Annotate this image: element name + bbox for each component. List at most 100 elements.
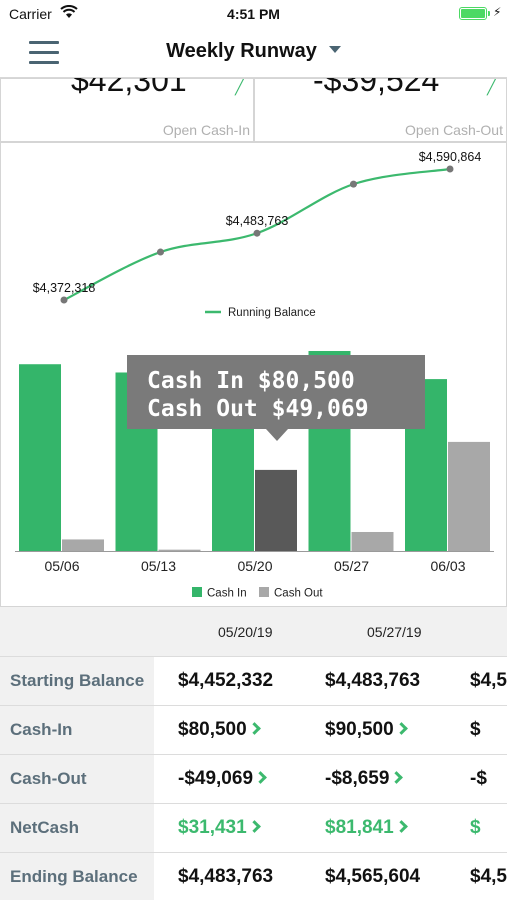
- cell-value: $: [470, 817, 481, 838]
- table-cell[interactable]: -$49,069: [178, 755, 267, 804]
- table-cell: $4,483,763: [325, 657, 420, 706]
- bar-cash-out: [448, 441, 490, 551]
- open-cash-in-label: Open Cash-In: [162, 122, 250, 138]
- cell-value: $4,483,763: [325, 670, 421, 691]
- tooltip-line-1: Cash In $80,500: [147, 368, 355, 394]
- line-point: [157, 248, 164, 256]
- runway-table[interactable]: Starting Balance $4,452,332 $4,483,763 $4,5…: [0, 656, 507, 900]
- line-data-label: $4,483,763: [226, 214, 289, 228]
- legend-cash-in-swatch: [192, 587, 202, 597]
- table-row: Ending Balance $4,483,763 $4,565,604 $4,5: [0, 852, 507, 900]
- legend-cash-out-swatch: [259, 587, 269, 597]
- caret-down-icon: [328, 46, 341, 54]
- tooltip-pointer: [266, 429, 288, 441]
- chevron-right-icon: [247, 722, 261, 735]
- x-tick-label: 05/20: [237, 558, 272, 574]
- legend-cash-in: Cash In: [207, 588, 247, 600]
- carrier-label: Carrier: [9, 6, 52, 22]
- bar-cash-out: [255, 469, 297, 551]
- chevron-right-icon: [254, 771, 267, 784]
- x-tick-label: 05/06: [44, 558, 79, 574]
- table-cell[interactable]: -$: [470, 755, 487, 804]
- chevron-right-icon: [394, 722, 408, 735]
- table-cell: $4,483,763: [178, 853, 273, 900]
- bar-cash-out: [158, 549, 201, 551]
- x-tick-label: 05/13: [141, 558, 176, 574]
- arrow-icon: ╱: [235, 79, 244, 95]
- table-cell[interactable]: $31,431: [178, 804, 261, 853]
- row-label: Starting Balance: [0, 657, 154, 706]
- charging-icon: ⚡: [493, 5, 502, 19]
- row-label: Cash-In: [0, 706, 154, 755]
- table-cell[interactable]: $: [470, 804, 481, 853]
- arrow-icon: ╱: [487, 79, 496, 95]
- battery-cap: [488, 11, 490, 16]
- wifi-icon: [60, 5, 78, 18]
- x-tick-label: 05/27: [334, 558, 369, 574]
- table-row[interactable]: Cash-In $80,500 $90,500 $: [0, 705, 507, 755]
- row-label: NetCash: [0, 804, 154, 853]
- cell-value: -$: [470, 768, 487, 789]
- bar-cash-out: [351, 531, 394, 551]
- table-row[interactable]: Cash-Out -$49,069 -$8,659 -$: [0, 754, 507, 804]
- line-point: [350, 180, 357, 188]
- chevron-right-icon: [394, 820, 408, 833]
- tooltip-box: [127, 355, 425, 429]
- open-cash-out-card[interactable]: -$39,524 ╱ Open Cash-Out: [254, 78, 507, 142]
- cell-value: $80,500: [178, 719, 247, 740]
- column-header: 05/20/19: [218, 624, 273, 640]
- cell-value: $4,565,604: [325, 866, 421, 887]
- cell-value: $31,431: [178, 817, 247, 838]
- line-data-label: $4,590,864: [419, 150, 482, 164]
- table-row: Starting Balance $4,452,332 $4,483,763 $4,5: [0, 656, 507, 706]
- column-header: 05/27/19: [367, 624, 422, 640]
- status-bar: Carrier 4:51 PM ⚡: [0, 0, 507, 28]
- bar-cash-in: [212, 417, 254, 551]
- table-cell[interactable]: $: [470, 706, 481, 755]
- cell-value: $4,5: [470, 866, 507, 887]
- table-cell: $4,5: [470, 657, 507, 706]
- chart-svg[interactable]: $4,372,318 $4,483,763 $4,590,864 Running Ba…: [1, 143, 507, 607]
- cell-value: $: [470, 719, 481, 740]
- navigation-bar: Weekly Runway: [0, 28, 507, 78]
- table-cell: $4,565,604: [325, 853, 420, 900]
- cell-value: $81,841: [325, 817, 394, 838]
- row-label: Cash-Out: [0, 755, 154, 804]
- x-tick-label: 06/03: [430, 558, 465, 574]
- hamburger-icon[interactable]: [29, 41, 59, 65]
- table-row[interactable]: NetCash $31,431 $81,841 $: [0, 803, 507, 853]
- table-cell: $4,5: [470, 853, 507, 900]
- chevron-right-icon: [390, 771, 404, 784]
- open-cash-out-amount: -$39,524: [313, 78, 440, 98]
- table-cell: $4,452,332: [178, 657, 273, 706]
- line-point: [253, 229, 261, 237]
- chart-area: $4,372,318 $4,483,763 $4,590,864 Running Ba…: [0, 142, 507, 606]
- table-cell[interactable]: $90,500: [325, 706, 408, 755]
- page-title: Weekly Runway: [166, 40, 317, 62]
- table-header: 05/20/19 05/27/19: [0, 606, 507, 656]
- open-cash-in-amount: $42,301: [71, 78, 187, 98]
- legend-running-balance: Running Balance: [228, 307, 316, 319]
- line-point: [446, 165, 454, 173]
- page-title-dropdown[interactable]: Weekly Runway: [0, 40, 507, 63]
- cell-value: -$8,659: [325, 768, 390, 789]
- cell-value: $4,483,763: [178, 866, 274, 887]
- legend-cash-out: Cash Out: [274, 588, 323, 600]
- cell-value: $4,5: [470, 670, 507, 691]
- row-label: Ending Balance: [0, 853, 154, 900]
- table-cell[interactable]: -$8,659: [325, 755, 404, 804]
- open-cash-out-label: Open Cash-Out: [404, 122, 503, 138]
- battery-icon: [459, 7, 487, 20]
- bar-cash-in: [19, 364, 61, 551]
- line-data-label: $4,372,318: [33, 281, 96, 295]
- tooltip-line-2: Cash Out $49,069: [147, 396, 369, 422]
- table-cell[interactable]: $80,500: [178, 706, 261, 755]
- cell-value: $90,500: [325, 719, 394, 740]
- table-cell[interactable]: $81,841: [325, 804, 408, 853]
- cell-value: $4,452,332: [178, 670, 274, 691]
- bar-cash-out: [62, 539, 104, 551]
- summary-cards: $42,301 ╱ Open Cash-In -$39,524 ╱ Open C…: [0, 78, 507, 142]
- status-time: 4:51 PM: [227, 6, 280, 22]
- cell-value: -$49,069: [178, 768, 254, 789]
- open-cash-in-card[interactable]: $42,301 ╱ Open Cash-In: [0, 78, 254, 142]
